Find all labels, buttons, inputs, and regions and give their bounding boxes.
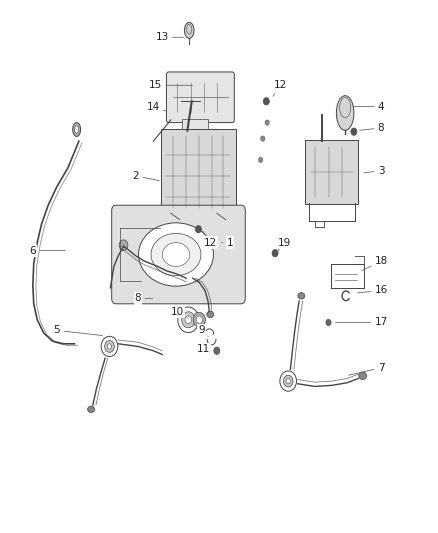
Ellipse shape	[359, 372, 367, 379]
Text: 16: 16	[357, 286, 388, 295]
FancyBboxPatch shape	[305, 140, 358, 204]
Text: 6: 6	[29, 246, 65, 255]
Ellipse shape	[283, 375, 293, 387]
Ellipse shape	[336, 96, 354, 130]
Ellipse shape	[184, 22, 194, 38]
Text: 13: 13	[155, 33, 184, 42]
Text: 15: 15	[149, 80, 192, 90]
Text: 17: 17	[336, 318, 388, 327]
Text: 5: 5	[53, 326, 102, 335]
Ellipse shape	[101, 336, 118, 357]
FancyBboxPatch shape	[166, 72, 234, 123]
Text: 3: 3	[364, 166, 385, 175]
Circle shape	[265, 120, 269, 125]
Ellipse shape	[73, 123, 81, 136]
Text: 14: 14	[147, 102, 166, 111]
Circle shape	[261, 136, 265, 141]
FancyBboxPatch shape	[182, 119, 208, 130]
Text: 9: 9	[198, 326, 208, 336]
Circle shape	[214, 347, 220, 354]
Circle shape	[263, 98, 269, 105]
Ellipse shape	[298, 293, 305, 299]
Text: 12: 12	[273, 80, 287, 96]
Ellipse shape	[207, 311, 214, 318]
Ellipse shape	[151, 233, 201, 276]
Ellipse shape	[280, 371, 297, 391]
FancyBboxPatch shape	[112, 205, 245, 304]
Text: 8: 8	[134, 294, 153, 303]
Circle shape	[119, 240, 128, 251]
Text: 2: 2	[132, 171, 159, 181]
Text: 18: 18	[362, 256, 388, 271]
Ellipse shape	[107, 344, 112, 349]
Circle shape	[326, 319, 331, 326]
Circle shape	[195, 225, 201, 233]
Ellipse shape	[185, 316, 192, 324]
Text: 11: 11	[197, 344, 215, 354]
Circle shape	[196, 316, 202, 324]
Text: 10: 10	[171, 307, 188, 318]
Text: 19: 19	[278, 238, 291, 251]
Ellipse shape	[286, 378, 290, 384]
Ellipse shape	[182, 312, 195, 328]
Text: 1: 1	[222, 238, 233, 247]
Ellipse shape	[74, 126, 78, 133]
Text: 12: 12	[203, 231, 217, 247]
Ellipse shape	[178, 307, 199, 333]
Text: 7: 7	[349, 363, 385, 375]
FancyBboxPatch shape	[161, 129, 236, 215]
Ellipse shape	[162, 243, 190, 266]
Ellipse shape	[105, 341, 114, 352]
Ellipse shape	[138, 223, 213, 286]
Circle shape	[197, 83, 201, 88]
Circle shape	[258, 157, 263, 163]
Ellipse shape	[88, 406, 95, 413]
Circle shape	[272, 249, 278, 257]
Circle shape	[193, 312, 205, 327]
Text: 4: 4	[353, 102, 385, 111]
Circle shape	[351, 128, 357, 135]
Text: 8: 8	[360, 123, 385, 133]
